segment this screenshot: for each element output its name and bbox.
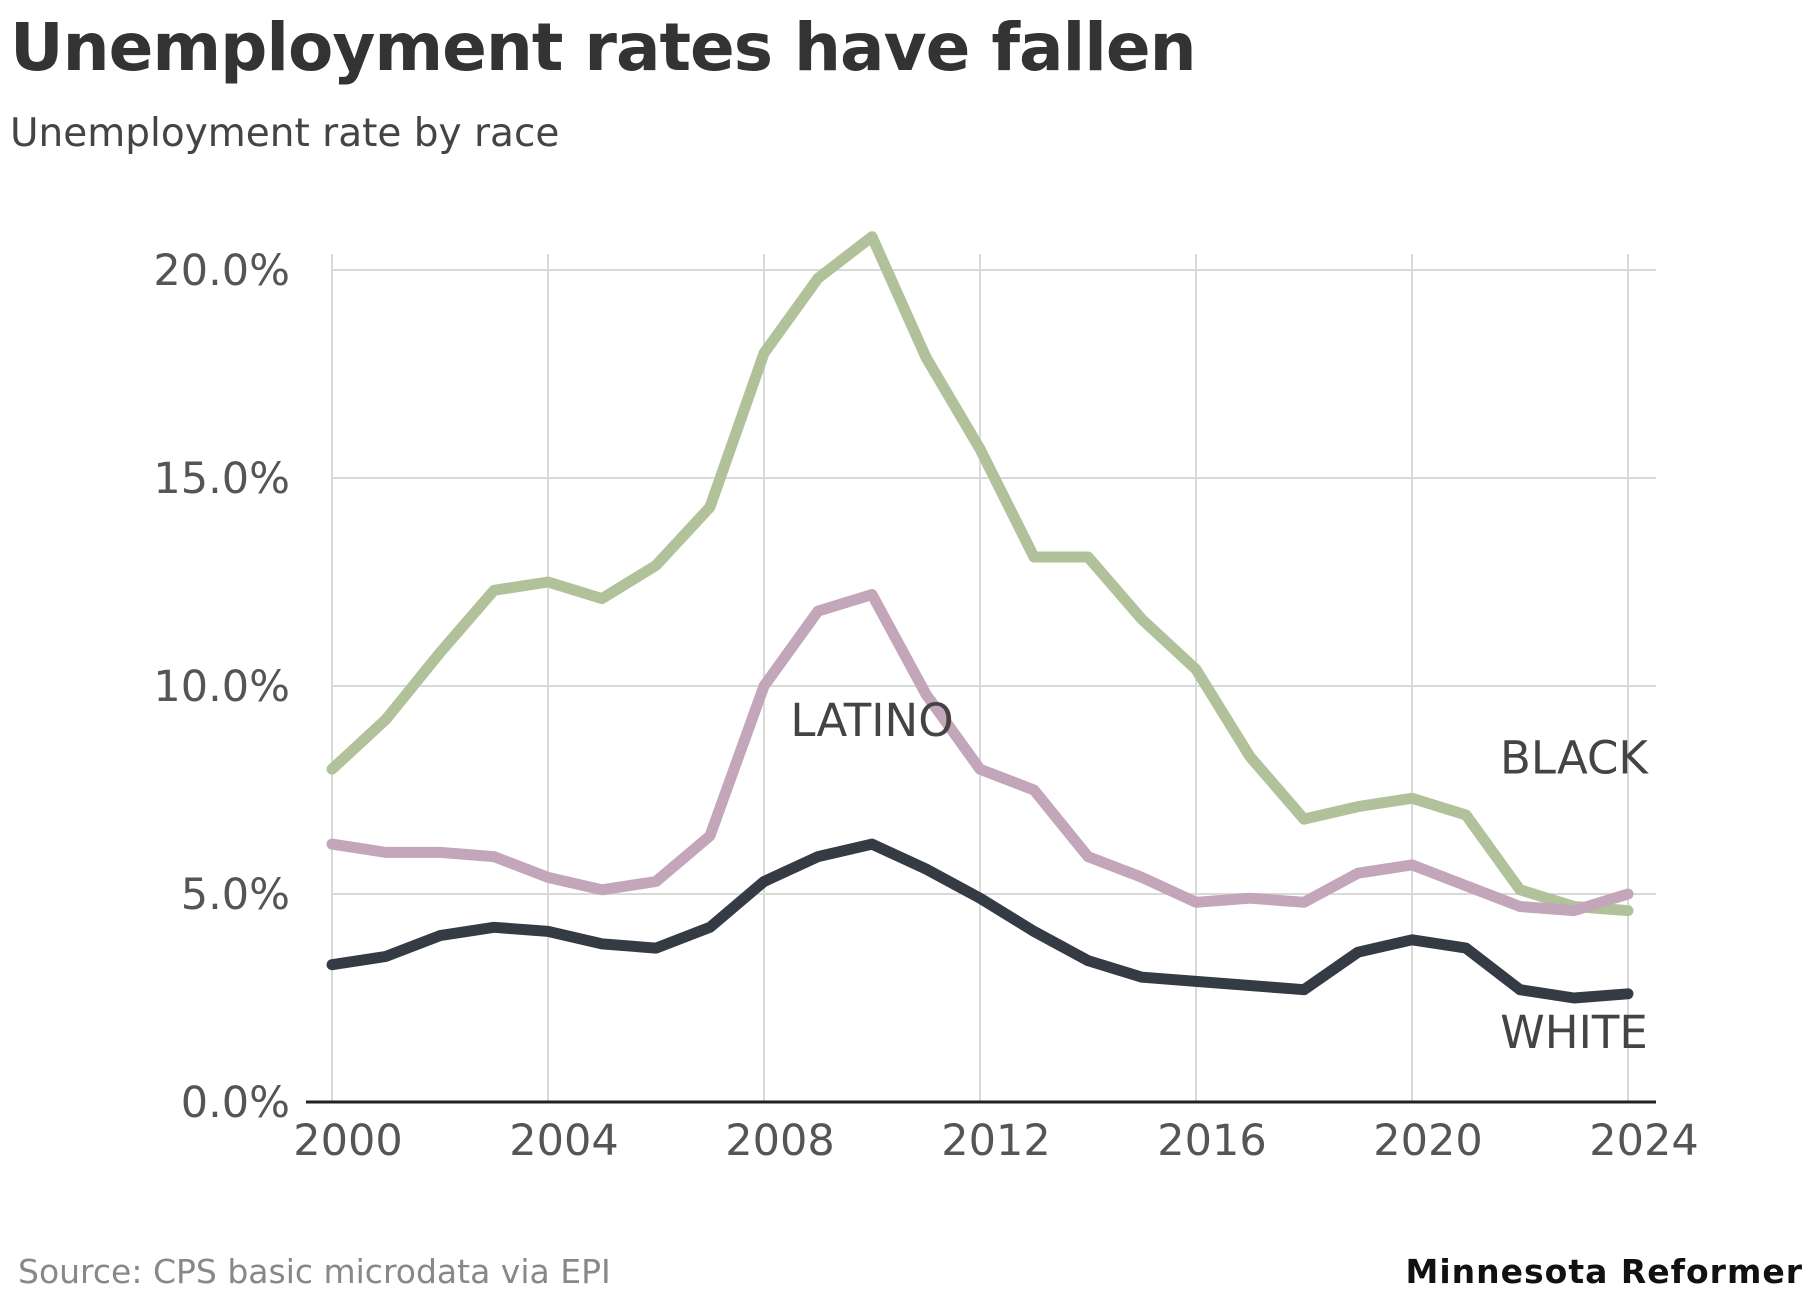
x-tick-label: 2004 [509, 1116, 618, 1166]
y-tick-label: 10.0% [153, 662, 290, 712]
x-axis-tick-labels: 2000 2004 2008 2012 2016 2020 2024 [293, 1116, 1698, 1166]
y-tick-label: 0.0% [181, 1078, 290, 1128]
y-tick-label: 15.0% [153, 454, 290, 504]
series-label-black: BLACK [1500, 731, 1649, 784]
y-axis-tick-labels: 0.0% 5.0% 10.0% 15.0% 20.0% [153, 246, 290, 1128]
x-tick-label: 2008 [725, 1116, 834, 1166]
chart-title: Unemployment rates have fallen [10, 9, 1197, 86]
y-tick-label: 5.0% [181, 870, 290, 920]
series-line-black [326, 231, 1634, 917]
y-tick-label: 20.0% [153, 246, 290, 296]
series-line-white [326, 838, 1634, 1004]
chart-subtitle: Unemployment rate by race [10, 111, 560, 156]
x-tick-label: 2012 [941, 1116, 1050, 1166]
x-tick-label: 2000 [293, 1116, 402, 1166]
source-note: Source: CPS basic microdata via EPI [18, 1252, 611, 1291]
x-tick-label: 2024 [1589, 1116, 1698, 1166]
series-line-latino [326, 589, 1634, 917]
x-tick-label: 2016 [1157, 1116, 1266, 1166]
grid-lines [331, 254, 1656, 1102]
series-label-white: WHITE [1500, 1006, 1648, 1059]
series-direct-labels: LATINO BLACK WHITE [790, 694, 1649, 1059]
series-lines [326, 231, 1634, 1004]
series-label-latino: LATINO [790, 694, 953, 747]
x-tick-label: 2020 [1373, 1116, 1482, 1166]
publisher-credit: Minnesota Reformer [1405, 1252, 1803, 1291]
